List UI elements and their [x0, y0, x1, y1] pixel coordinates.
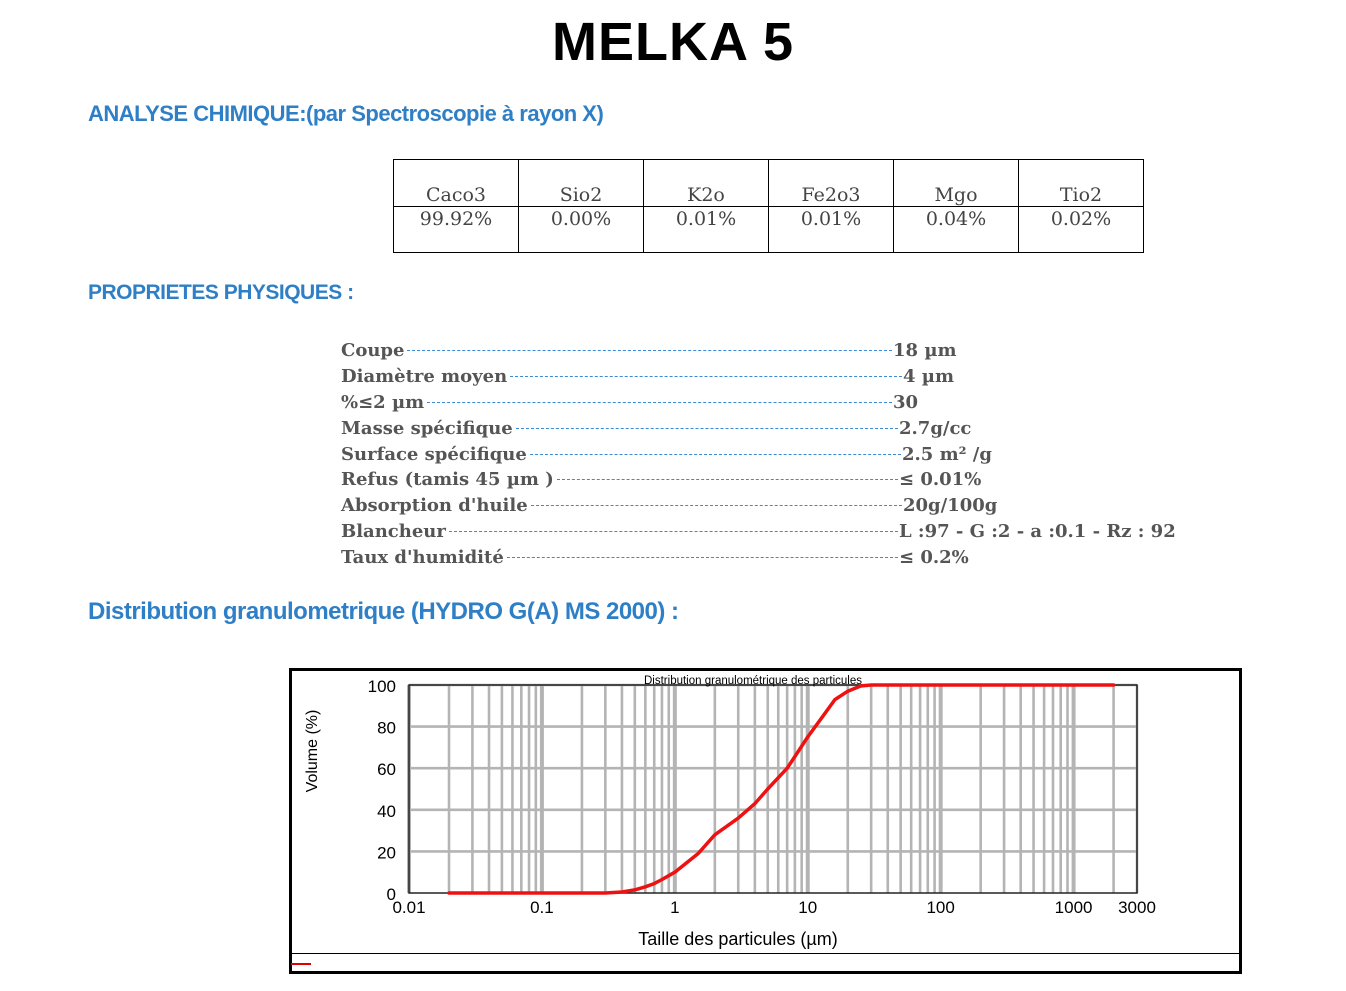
- property-label: Masse spécifique: [341, 415, 515, 442]
- property-leader-line: [529, 453, 901, 455]
- property-value: L :97 - G :2 - a :0.1 - Rz : 92: [899, 521, 1176, 543]
- chem-value-cell: 0.04%: [893, 206, 1019, 253]
- chem-compound-value: 0.01%: [769, 206, 893, 231]
- property-row: Surface spécifique 2.5 m² /g: [341, 441, 1241, 468]
- x-tick-label: 10: [798, 898, 817, 917]
- property-value: 4 µm: [903, 365, 955, 387]
- x-tick-label: 0.1: [530, 898, 554, 917]
- chem-compound-value: 0.00%: [519, 206, 643, 231]
- plot-border: [408, 684, 1138, 894]
- y-tick-label: 80: [377, 719, 396, 738]
- chem-value-cell: 0.02%: [1018, 206, 1144, 253]
- particle-size-chart: Distribution granulométrique des particu…: [304, 675, 1156, 949]
- x-tick-label: 1000: [1055, 898, 1093, 917]
- x-tick-label: 0.01: [392, 898, 425, 917]
- x-tick-label: 1: [670, 898, 679, 917]
- chem-value-cell: 0.00%: [518, 206, 644, 253]
- chem-header-cell: Fe2o3: [768, 159, 894, 206]
- property-row: %≤2 µm 30: [341, 389, 1241, 416]
- property-leader-line: [506, 557, 898, 559]
- property-row: Coupe 18 µm: [341, 338, 1241, 364]
- y-tick-label: 60: [377, 760, 396, 779]
- chem-compound-name: Fe2o3: [801, 184, 861, 206]
- property-value: 20g/100g: [903, 495, 998, 517]
- chemical-analysis-heading: ANALYSE CHIMIQUE:(par Spectroscopie à ra…: [88, 101, 604, 126]
- chem-compound-name: Sio2: [559, 184, 603, 206]
- property-leader-line: [556, 479, 898, 481]
- chem-header-cell: K2o: [643, 159, 769, 206]
- legend-swatch: [291, 963, 311, 965]
- property-leader-line: [427, 401, 892, 403]
- property-value: 18 µm: [893, 340, 957, 361]
- property-leader-line: [510, 375, 902, 377]
- property-leader-line: [515, 427, 898, 429]
- plot-area: [409, 685, 1137, 893]
- chem-compound-value: 99.92%: [394, 206, 518, 231]
- property-row: Taux d'humidité ≤ 0.2%: [341, 545, 1241, 572]
- chem-compound-name: K2o: [687, 184, 725, 206]
- property-label: Surface spécifique: [341, 441, 529, 468]
- property-value: ≤ 0.01%: [899, 469, 982, 491]
- chem-compound-value: 0.01%: [644, 206, 768, 231]
- y-tick-label: 20: [377, 843, 396, 862]
- chem-value-cell: 99.92%: [393, 206, 519, 253]
- chem-header-cell: Sio2: [518, 159, 644, 206]
- property-value: 2.7g/cc: [899, 417, 972, 439]
- property-label: %≤2 µm: [341, 389, 427, 416]
- property-label: Refus (tamis 45 µm ): [341, 467, 556, 494]
- chem-compound-value: 0.04%: [894, 206, 1018, 231]
- property-label: Coupe: [341, 338, 407, 364]
- distribution-heading: Distribution granulometrique (HYDRO G(A)…: [88, 598, 679, 625]
- property-row: Blancheur L :97 - G :2 - a :0.1 - Rz : 92: [341, 519, 1241, 546]
- property-label: Taux d'humidité: [341, 545, 506, 572]
- chart-title: Distribution granulométrique des particu…: [644, 675, 862, 687]
- y-tick-label: 40: [377, 802, 396, 821]
- y-tick-label: 0: [387, 885, 396, 904]
- physical-properties-list: Coupe 18 µm Diamètre moyen 4 µm %≤2 µm 30 Mass…: [341, 338, 1241, 572]
- property-leader-line: [407, 350, 892, 351]
- property-row: Diamètre moyen 4 µm: [341, 363, 1241, 390]
- chemical-analysis-table: Caco3 Sio2 K2o Fe2o3 Mgo Tio2 99.92% 0.00% 0.01…: [393, 159, 1144, 253]
- property-value: 30: [893, 391, 919, 413]
- x-axis-label: Taille des particules (µm): [638, 929, 837, 949]
- chem-header-cell: Caco3: [393, 159, 519, 206]
- property-value: ≤ 0.2%: [899, 547, 969, 569]
- document-title: MELKA 5: [551, 12, 794, 72]
- x-tick-label: 100: [926, 898, 954, 917]
- chart-footer-divider: [292, 953, 1239, 954]
- property-value: 2.5 m² /g: [902, 443, 992, 465]
- chem-compound-name: Tio2: [1059, 184, 1103, 206]
- y-axis-label: Volume (%): [304, 710, 321, 793]
- chem-value-cell: 0.01%: [643, 206, 769, 253]
- property-leader-line: [448, 531, 898, 533]
- chem-compound-name: Mgo: [934, 184, 978, 206]
- x-tick-label: 3000: [1118, 898, 1156, 917]
- property-row: Refus (tamis 45 µm ) ≤ 0.01%: [341, 467, 1241, 494]
- y-tick-label: 100: [368, 677, 396, 696]
- chem-header-cell: Tio2: [1018, 159, 1144, 206]
- property-row: Masse spécifique 2.7g/cc: [341, 415, 1241, 442]
- chem-compound-name: Caco3: [425, 184, 487, 206]
- property-row: Absorption d'huile 20g/100g: [341, 493, 1241, 520]
- chem-header-cell: Mgo: [893, 159, 1019, 206]
- chem-compound-value: 0.02%: [1019, 206, 1143, 231]
- property-label: Blancheur: [341, 519, 448, 546]
- property-leader-line: [530, 505, 902, 507]
- series-line: [447, 683, 1116, 895]
- property-label: Diamètre moyen: [341, 363, 510, 390]
- chart-frame: [289, 668, 1242, 974]
- property-label: Absorption d'huile: [341, 493, 530, 520]
- chem-value-cell: 0.01%: [768, 206, 894, 253]
- physical-properties-heading: PROPRIETES PHYSIQUES :: [88, 281, 354, 304]
